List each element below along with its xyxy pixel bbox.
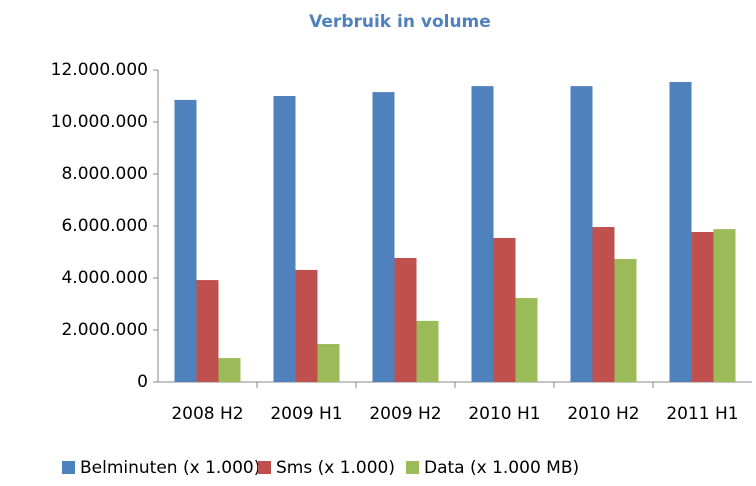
x-tick-label: 2011 H1 [666,404,738,424]
bar [614,259,637,382]
bar [713,229,736,382]
legend-label: Data (x 1.000 MB) [424,458,579,478]
legend-label: Sms (x 1.000) [276,458,395,478]
bar [372,92,395,382]
bar [174,99,197,383]
y-tick-label: 6.000.000 [61,216,148,236]
bar [493,237,516,382]
y-tick-label: 10.000.000 [51,112,148,132]
y-tick-label: 8.000.000 [61,164,148,184]
y-tick-label: 4.000.000 [61,268,148,288]
bar [394,257,417,382]
bar [592,227,615,382]
legend-swatch [258,461,271,474]
bar [570,86,593,383]
legend-swatch [406,461,419,474]
bar [218,358,241,382]
x-tick-label: 2010 H1 [468,404,540,424]
x-tick-label: 2010 H2 [567,404,639,424]
bar [273,96,296,382]
x-tick-label: 2008 H2 [171,404,243,424]
x-tick-label: 2009 H2 [369,404,441,424]
bar [295,269,318,382]
legend-label: Belminuten (x 1.000) [80,458,260,478]
x-tick-label: 2009 H1 [270,404,342,424]
y-tick-label: 0 [137,372,148,392]
bar [416,320,439,382]
bar [317,344,340,382]
y-tick-label: 12.000.000 [51,60,148,80]
bar [471,86,494,383]
bar [691,231,714,382]
bar [669,81,692,383]
legend-swatch [62,461,75,474]
bar [515,298,538,382]
bar [196,280,219,382]
y-tick-label: 2.000.000 [61,320,148,340]
chart-title: Verbruik in volume [309,12,491,32]
